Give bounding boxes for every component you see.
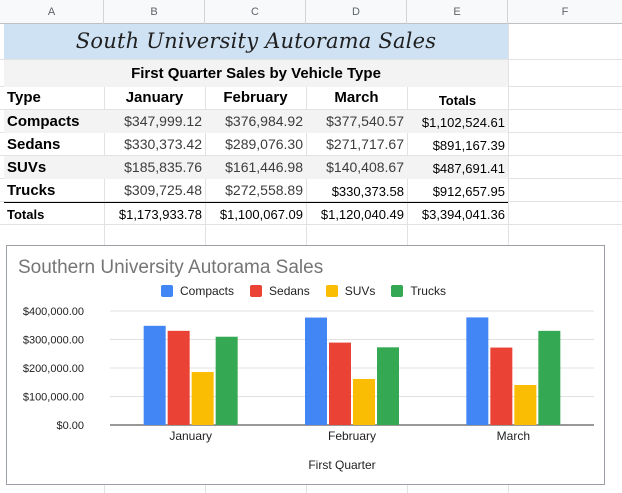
header-totals[interactable]: Totals bbox=[438, 93, 477, 108]
sheet-subtitle-cell[interactable]: First Quarter Sales by Vehicle Type bbox=[4, 60, 508, 87]
bar-compacts-march bbox=[466, 317, 489, 425]
column-header-f[interactable]: F bbox=[561, 6, 569, 18]
bar-trucks-march bbox=[538, 330, 561, 425]
legend-swatch-suvs bbox=[325, 285, 338, 297]
header-march[interactable]: March bbox=[334, 89, 379, 106]
legend-label-compacts: Compacts bbox=[180, 284, 235, 298]
y-tick-label: $300,000.00 bbox=[23, 335, 84, 347]
legend-label-suvs: SUVs bbox=[344, 284, 376, 298]
row-label-sedans[interactable]: Sedans bbox=[7, 136, 61, 153]
x-tick-label: January bbox=[169, 429, 212, 443]
bar-sedans-february bbox=[329, 342, 351, 425]
header-january[interactable]: January bbox=[125, 89, 184, 106]
row-band bbox=[4, 156, 508, 179]
row-label-totals[interactable]: Totals bbox=[7, 207, 45, 222]
cell-compacts-february[interactable]: $376,984.92 bbox=[225, 113, 303, 129]
bar-trucks-february bbox=[377, 347, 399, 425]
row-label-trucks[interactable]: Trucks bbox=[7, 182, 56, 199]
legend-swatch-compacts bbox=[161, 285, 173, 297]
x-tick-label: March bbox=[497, 429, 530, 443]
cell-trucks-march[interactable]: $330,373.58 bbox=[331, 184, 404, 199]
totals-border bbox=[4, 202, 508, 203]
sheet-subtitle: First Quarter Sales by Vehicle Type bbox=[131, 65, 381, 82]
legend-label-trucks: Trucks bbox=[410, 284, 446, 298]
legend-swatch-sedans bbox=[250, 285, 263, 297]
column-header-b[interactable]: B bbox=[104, 0, 205, 24]
y-tick-label: $0.00 bbox=[56, 420, 84, 432]
sheet-title: South University Autorama Sales bbox=[75, 29, 437, 53]
row-band bbox=[4, 110, 508, 133]
legend-label-sedans: Sedans bbox=[269, 284, 310, 298]
header-type[interactable]: Type bbox=[7, 89, 41, 106]
row-label-compacts[interactable]: Compacts bbox=[7, 113, 80, 130]
bar-sedans-march bbox=[490, 347, 513, 425]
x-axis-title: First Quarter bbox=[308, 458, 375, 472]
bar-sedans-january bbox=[167, 330, 190, 425]
chart-legend: Compacts Sedans SUVs Trucks bbox=[161, 284, 462, 298]
y-tick-label: $100,000.00 bbox=[23, 392, 84, 404]
bar-compacts-february bbox=[305, 317, 327, 425]
legend-item-compacts: Compacts bbox=[161, 284, 234, 298]
y-tick-label: $200,000.00 bbox=[23, 363, 84, 375]
column-header-d[interactable]: D bbox=[306, 0, 407, 24]
column-header-c[interactable]: C bbox=[205, 0, 306, 24]
bar-suvs-january bbox=[191, 372, 214, 425]
header-february[interactable]: February bbox=[223, 89, 288, 106]
cell-compacts-january[interactable]: $347,999.12 bbox=[124, 113, 202, 129]
cell-sedans-february[interactable]: $289,076.30 bbox=[225, 136, 303, 152]
cell-trucks-february[interactable]: $272,558.89 bbox=[225, 182, 303, 198]
cell-trucks-january[interactable]: $309,725.48 bbox=[124, 182, 202, 198]
column-header-a[interactable]: A bbox=[0, 0, 104, 24]
cell-suvs-january[interactable]: $185,835.76 bbox=[124, 159, 202, 175]
column-header-strip: A B C D E F bbox=[0, 0, 622, 24]
legend-item-sedans: Sedans bbox=[250, 284, 310, 298]
x-tick-label: February bbox=[328, 429, 376, 443]
cell-suvs-total[interactable]: $487,691.41 bbox=[432, 161, 505, 176]
row-label-suvs[interactable]: SUVs bbox=[7, 159, 47, 176]
cell-compacts-total[interactable]: $1,102,524.61 bbox=[421, 115, 505, 130]
cell-sedans-march[interactable]: $271,717.67 bbox=[326, 136, 404, 152]
embedded-chart[interactable]: Southern University Autorama Sales Compa… bbox=[6, 245, 605, 485]
cell-totals-grand[interactable]: $3,394,041.36 bbox=[421, 207, 505, 222]
legend-swatch-trucks bbox=[391, 285, 404, 297]
cell-compacts-march[interactable]: $377,540.57 bbox=[326, 113, 404, 129]
bar-suvs-march bbox=[514, 384, 537, 425]
bar-suvs-february bbox=[353, 378, 375, 425]
cell-trucks-total[interactable]: $912,657.95 bbox=[432, 184, 505, 199]
bar-trucks-january bbox=[215, 336, 238, 425]
column-header-e[interactable]: E bbox=[407, 0, 508, 24]
cell-totals-january[interactable]: $1,173,933.78 bbox=[118, 207, 202, 222]
chart-plot: $0.00 $100,000.00 $200,000.00 $300,000.00 $4… bbox=[23, 306, 594, 472]
cell-sedans-january[interactable]: $330,373.42 bbox=[124, 136, 202, 152]
y-tick-label: $400,000.00 bbox=[23, 306, 84, 318]
legend-item-trucks: Trucks bbox=[391, 284, 446, 298]
cell-suvs-february[interactable]: $161,446.98 bbox=[225, 159, 303, 175]
chart-title: Southern University Autorama Sales bbox=[18, 257, 324, 278]
cell-sedans-total[interactable]: $891,167.39 bbox=[432, 138, 505, 153]
bar-compacts-january bbox=[143, 325, 166, 425]
legend-item-suvs: SUVs bbox=[325, 284, 376, 298]
cell-totals-march[interactable]: $1,120,040.49 bbox=[320, 207, 404, 222]
sheet-title-cell[interactable]: South University Autorama Sales bbox=[4, 24, 508, 59]
cell-totals-february[interactable]: $1,100,067.09 bbox=[219, 207, 303, 222]
cell-suvs-march[interactable]: $140,408.67 bbox=[326, 159, 404, 175]
